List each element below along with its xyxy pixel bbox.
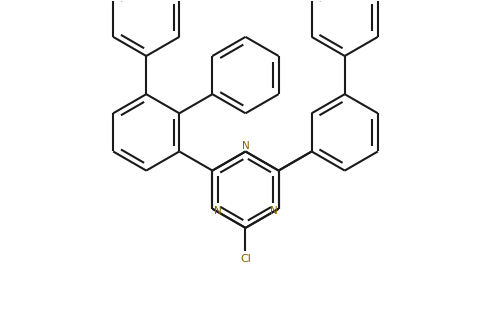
- Text: N: N: [242, 142, 249, 151]
- Text: N: N: [270, 206, 277, 216]
- Text: N: N: [214, 206, 221, 216]
- Text: Cl: Cl: [240, 253, 251, 264]
